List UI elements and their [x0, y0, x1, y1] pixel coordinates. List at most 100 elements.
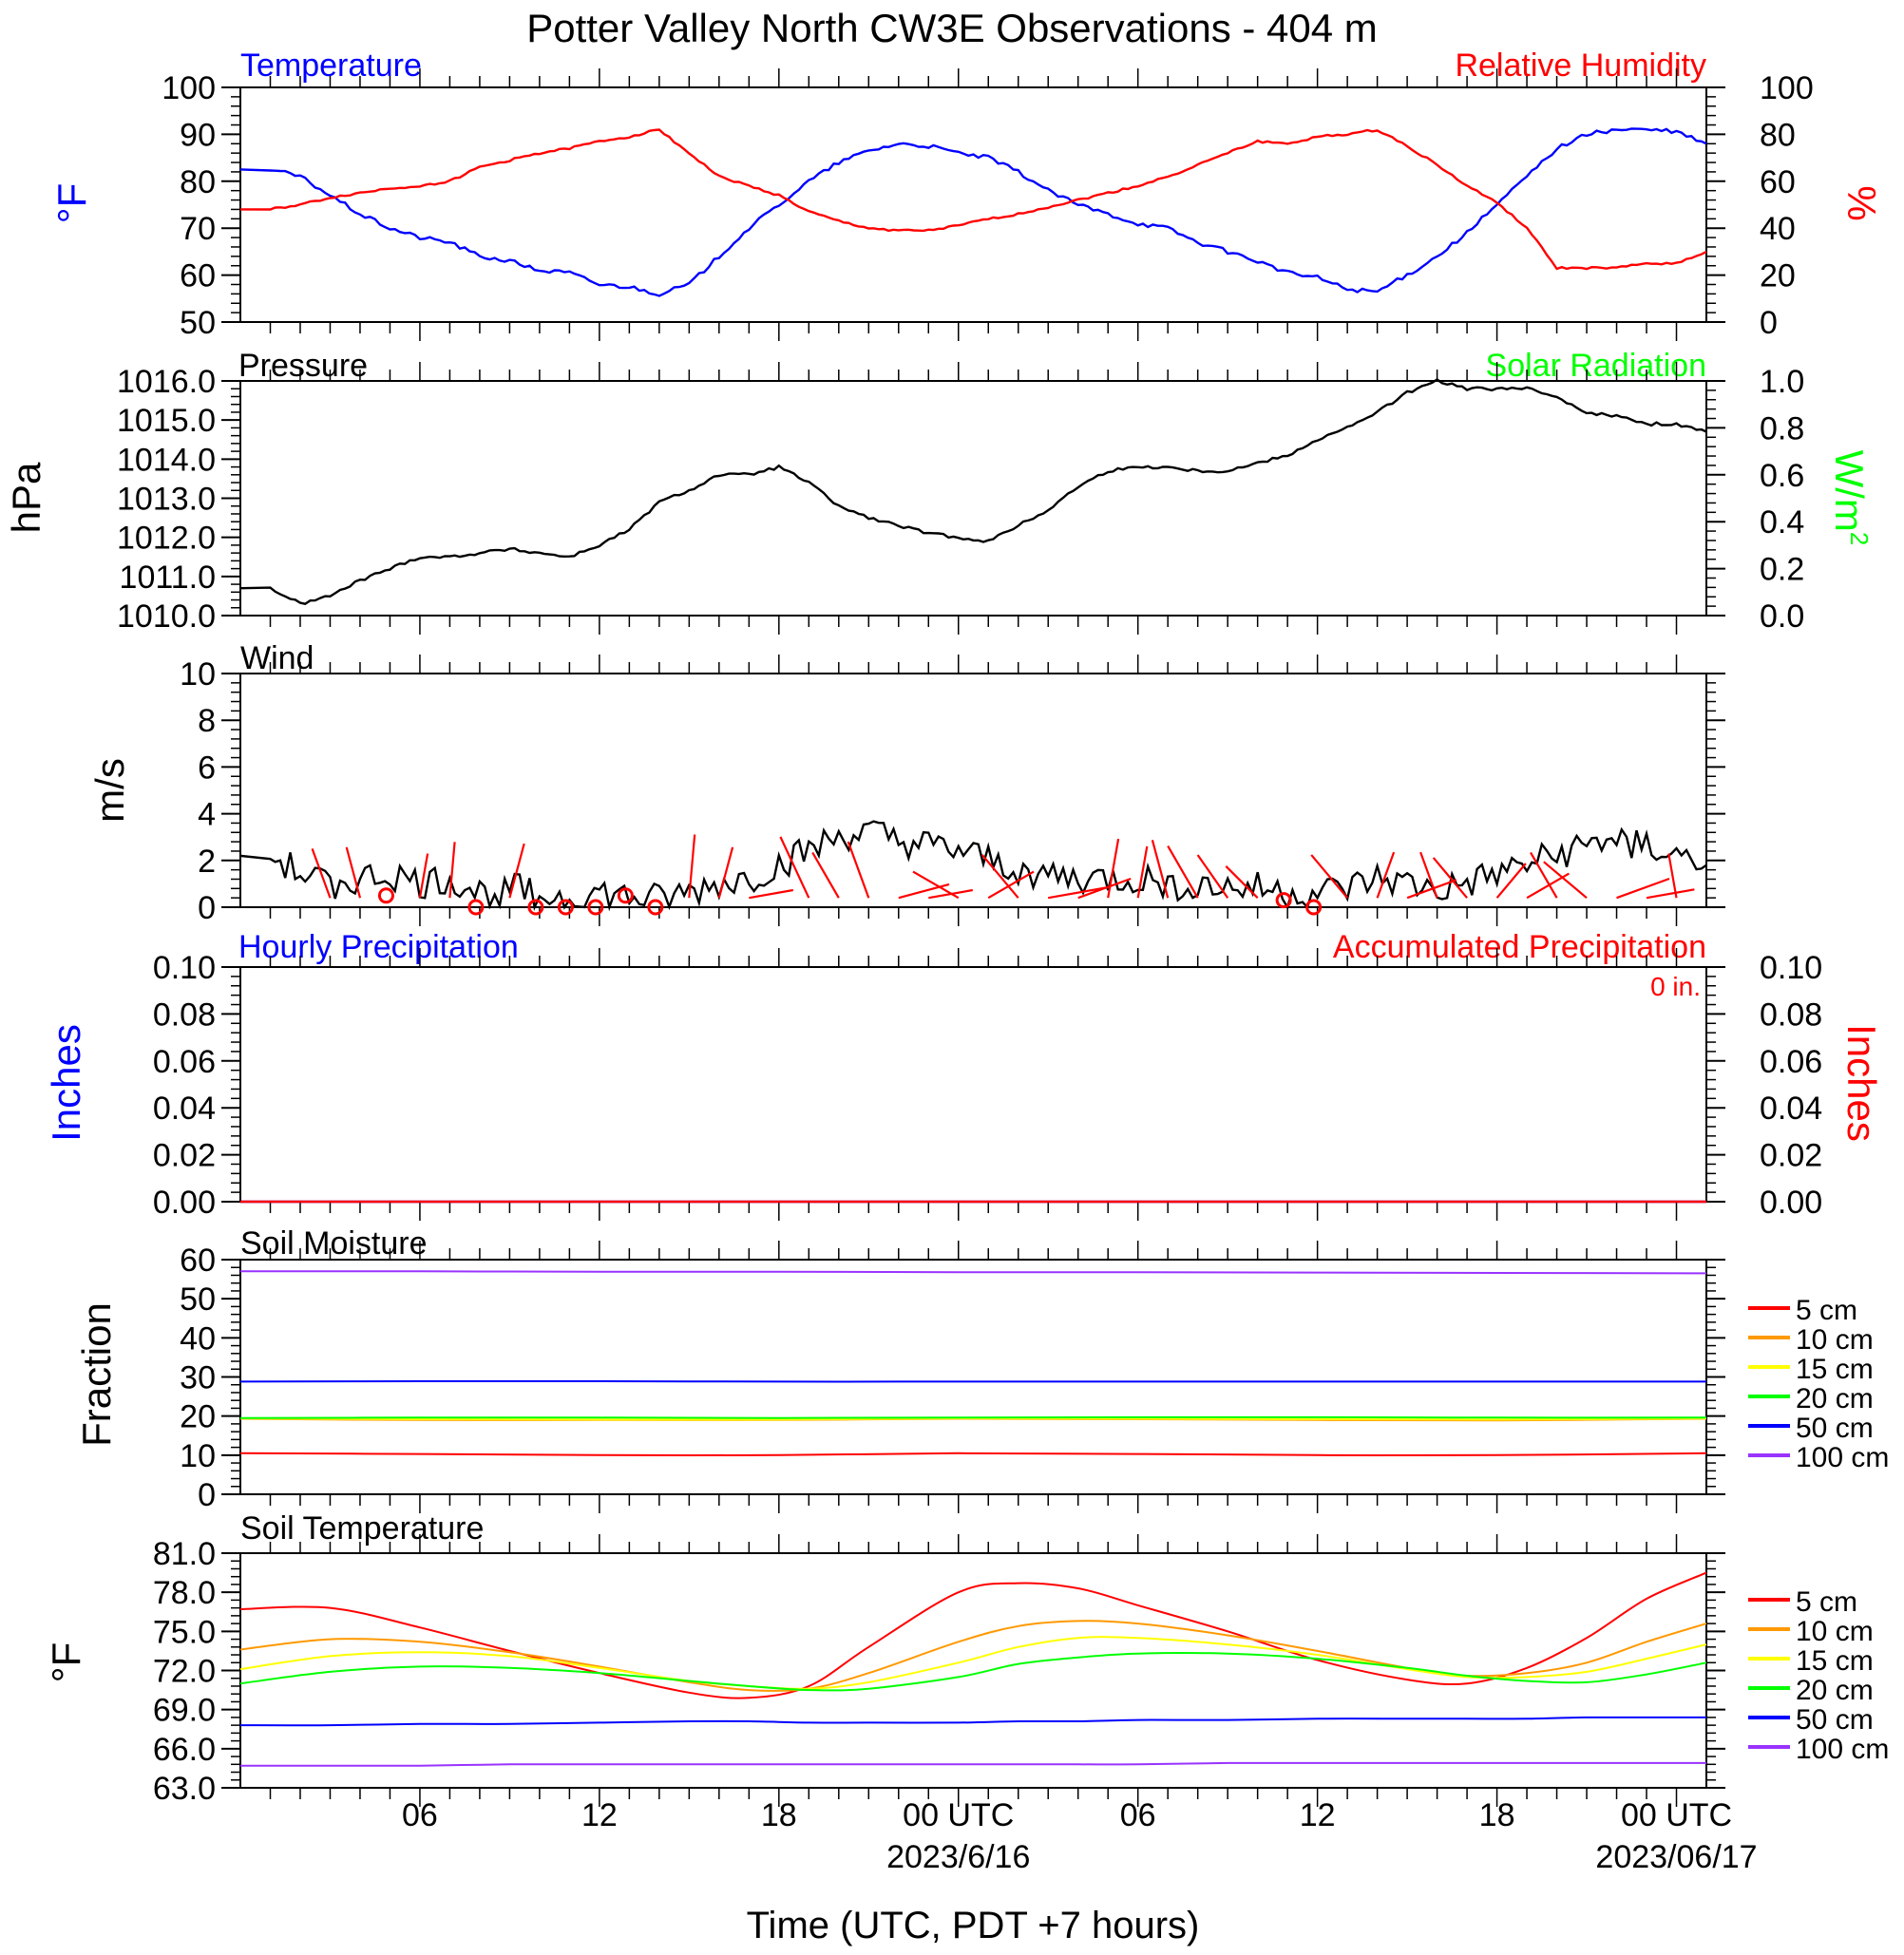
y-right-tick-label: 60: [1760, 164, 1796, 200]
wind-barb: [847, 841, 870, 899]
calm-wind-circle: [587, 899, 604, 916]
x-tick-date-label: 2023/06/17: [1595, 1839, 1757, 1875]
calm-wind-circle: [1275, 892, 1292, 909]
x-tick-label: 06: [402, 1797, 438, 1833]
wind-barb: [1543, 861, 1588, 900]
pressure-title: Pressure: [238, 348, 368, 384]
solar-title: Solar Radiation: [1486, 348, 1706, 384]
x-axis-tick-labels: 06 12 18 00 UTC 2023/6/16 06 12 18 00 UTC 2023/06…: [402, 1797, 1758, 1875]
panel-wind-marks: 0 2 4 6 8 10: [180, 655, 1725, 926]
legend-label: 100 cm: [1796, 1442, 1889, 1473]
y-right-tick-label: 0.00: [1760, 1185, 1822, 1221]
wind-barb: [1107, 838, 1120, 899]
x-tick-label: 18: [761, 1797, 797, 1833]
legend-label: 10 cm: [1796, 1324, 1874, 1356]
wind-barb: [1310, 854, 1348, 899]
y-right-tick-label: 20: [1760, 258, 1796, 294]
y-left-tick-label: 10: [180, 1438, 216, 1474]
y-right-tick-label: 1.0: [1760, 364, 1804, 400]
series-line-wind-speed: [239, 820, 1707, 912]
calm-wind-circle: [647, 899, 664, 916]
y-left-tick-label: 0.10: [153, 950, 216, 986]
y-right-tick-label: 80: [1760, 117, 1796, 153]
plot-frame: [239, 673, 1707, 908]
y-left-tick-label: 2: [198, 844, 216, 880]
wind-barb: [1616, 877, 1670, 900]
y-right-tick-label: 100: [1760, 70, 1814, 106]
y-left-tick-label: 78.0: [153, 1575, 216, 1611]
wind-axis-label: m/s: [87, 758, 132, 823]
soil-moisture-title: Soil Moisture: [240, 1225, 428, 1262]
series-line-15-cm: [239, 1636, 1707, 1690]
y-left-tick-label: 1012.0: [117, 521, 216, 557]
legend-label: 20 cm: [1796, 1383, 1874, 1414]
soil-temperature-axis-label: °F: [44, 1642, 88, 1682]
panel-temp_rh-marks: 50 60 70 80 90 100 0 20 40 60 80 100: [162, 68, 1814, 341]
y-right-tick-label: 40: [1760, 211, 1796, 247]
soil-moisture-axis-label: Fraction: [74, 1302, 119, 1447]
series-line-50-cm: [239, 1716, 1706, 1727]
calm-wind-circle: [467, 899, 485, 916]
series-line-temperature: [239, 127, 1707, 297]
y-right-tick-label: 0.04: [1760, 1091, 1822, 1127]
calm-wind-circle: [1305, 899, 1323, 916]
y-left-tick-label: 81.0: [153, 1536, 216, 1572]
legend-label: 100 cm: [1796, 1734, 1889, 1765]
y-left-tick-label: 1013.0: [117, 482, 216, 518]
x-tick-label: 12: [581, 1797, 618, 1833]
y-left-tick-label: 50: [180, 1281, 216, 1318]
accum-precip-title: Accumulated Precipitation: [1333, 929, 1706, 965]
panel-soil-moisture: Soil Moisture Fraction: [74, 1225, 428, 1447]
y-left-tick-label: 75.0: [153, 1614, 216, 1650]
wind-barb: [345, 846, 362, 899]
y-left-tick-label: 60: [180, 1243, 216, 1279]
panel-precip-marks: 0.00 0.02 0.04 0.06 0.08 0.10 0.00 0.02 0.04 0.06…: [153, 948, 1822, 1221]
y-left-tick-label: 60: [180, 258, 216, 294]
y-left-tick-label: 1014.0: [117, 442, 216, 478]
panel-precipitation: Hourly Precipitation Accumulated Precipi…: [44, 929, 1884, 1142]
legend-label: 50 cm: [1796, 1704, 1874, 1736]
series-line-20-cm: [239, 1415, 1707, 1419]
humidity-axis-label: %: [1839, 185, 1884, 220]
y-left-tick-label: 30: [180, 1360, 216, 1396]
wind-barb: [418, 853, 429, 899]
wind-title: Wind: [240, 640, 314, 676]
panel-soil-temperature: Soil Temperature °F: [44, 1510, 484, 1682]
panel-pressure-solar: Pressure Solar Radiation hPa W/m2: [4, 348, 1874, 545]
legend-label: 5 cm: [1796, 1586, 1857, 1618]
y-right-tick-label: 0.4: [1760, 504, 1804, 541]
solar-axis-label: W/m2: [1827, 450, 1874, 546]
y-left-tick-label: 63.0: [153, 1771, 216, 1807]
y-right-tick-label: 0.02: [1760, 1138, 1822, 1174]
y-left-tick-label: 0.08: [153, 996, 216, 1033]
series-line-100-cm: [240, 1761, 1706, 1767]
y-left-tick-label: 40: [180, 1320, 216, 1357]
x-tick-label: 00 UTC: [1621, 1797, 1732, 1833]
y-left-tick-label: 10: [180, 656, 216, 693]
series-line-10-cm: [239, 1620, 1707, 1692]
x-axis-label: Time (UTC, PDT +7 hours): [747, 1905, 1200, 1946]
panel-wind: Wind m/s: [87, 640, 314, 823]
humidity-title: Relative Humidity: [1455, 47, 1706, 84]
figure-title: Potter Valley North CW3E Observations - …: [526, 6, 1378, 50]
wind-barb: [448, 842, 456, 899]
y-left-tick-label: 6: [198, 750, 216, 786]
wind-barb: [688, 834, 696, 899]
y-left-tick-label: 0: [198, 890, 216, 926]
y-left-tick-label: 69.0: [153, 1693, 216, 1729]
y-right-tick-label: 0.2: [1760, 552, 1804, 588]
y-left-tick-label: 80: [180, 164, 216, 200]
solar-axis-unit: W/m: [1827, 450, 1872, 532]
wind-barb: [749, 888, 793, 900]
solar-axis-unit-exponent: 2: [1845, 532, 1874, 545]
y-left-tick-label: 72.0: [153, 1654, 216, 1690]
y-right-tick-label: 0.08: [1760, 996, 1822, 1033]
wind-barb: [1151, 840, 1170, 899]
wind-barb: [717, 846, 734, 899]
temperature-title: Temperature: [240, 47, 422, 84]
wind-barb: [779, 836, 810, 899]
wind-barb: [1530, 851, 1558, 899]
